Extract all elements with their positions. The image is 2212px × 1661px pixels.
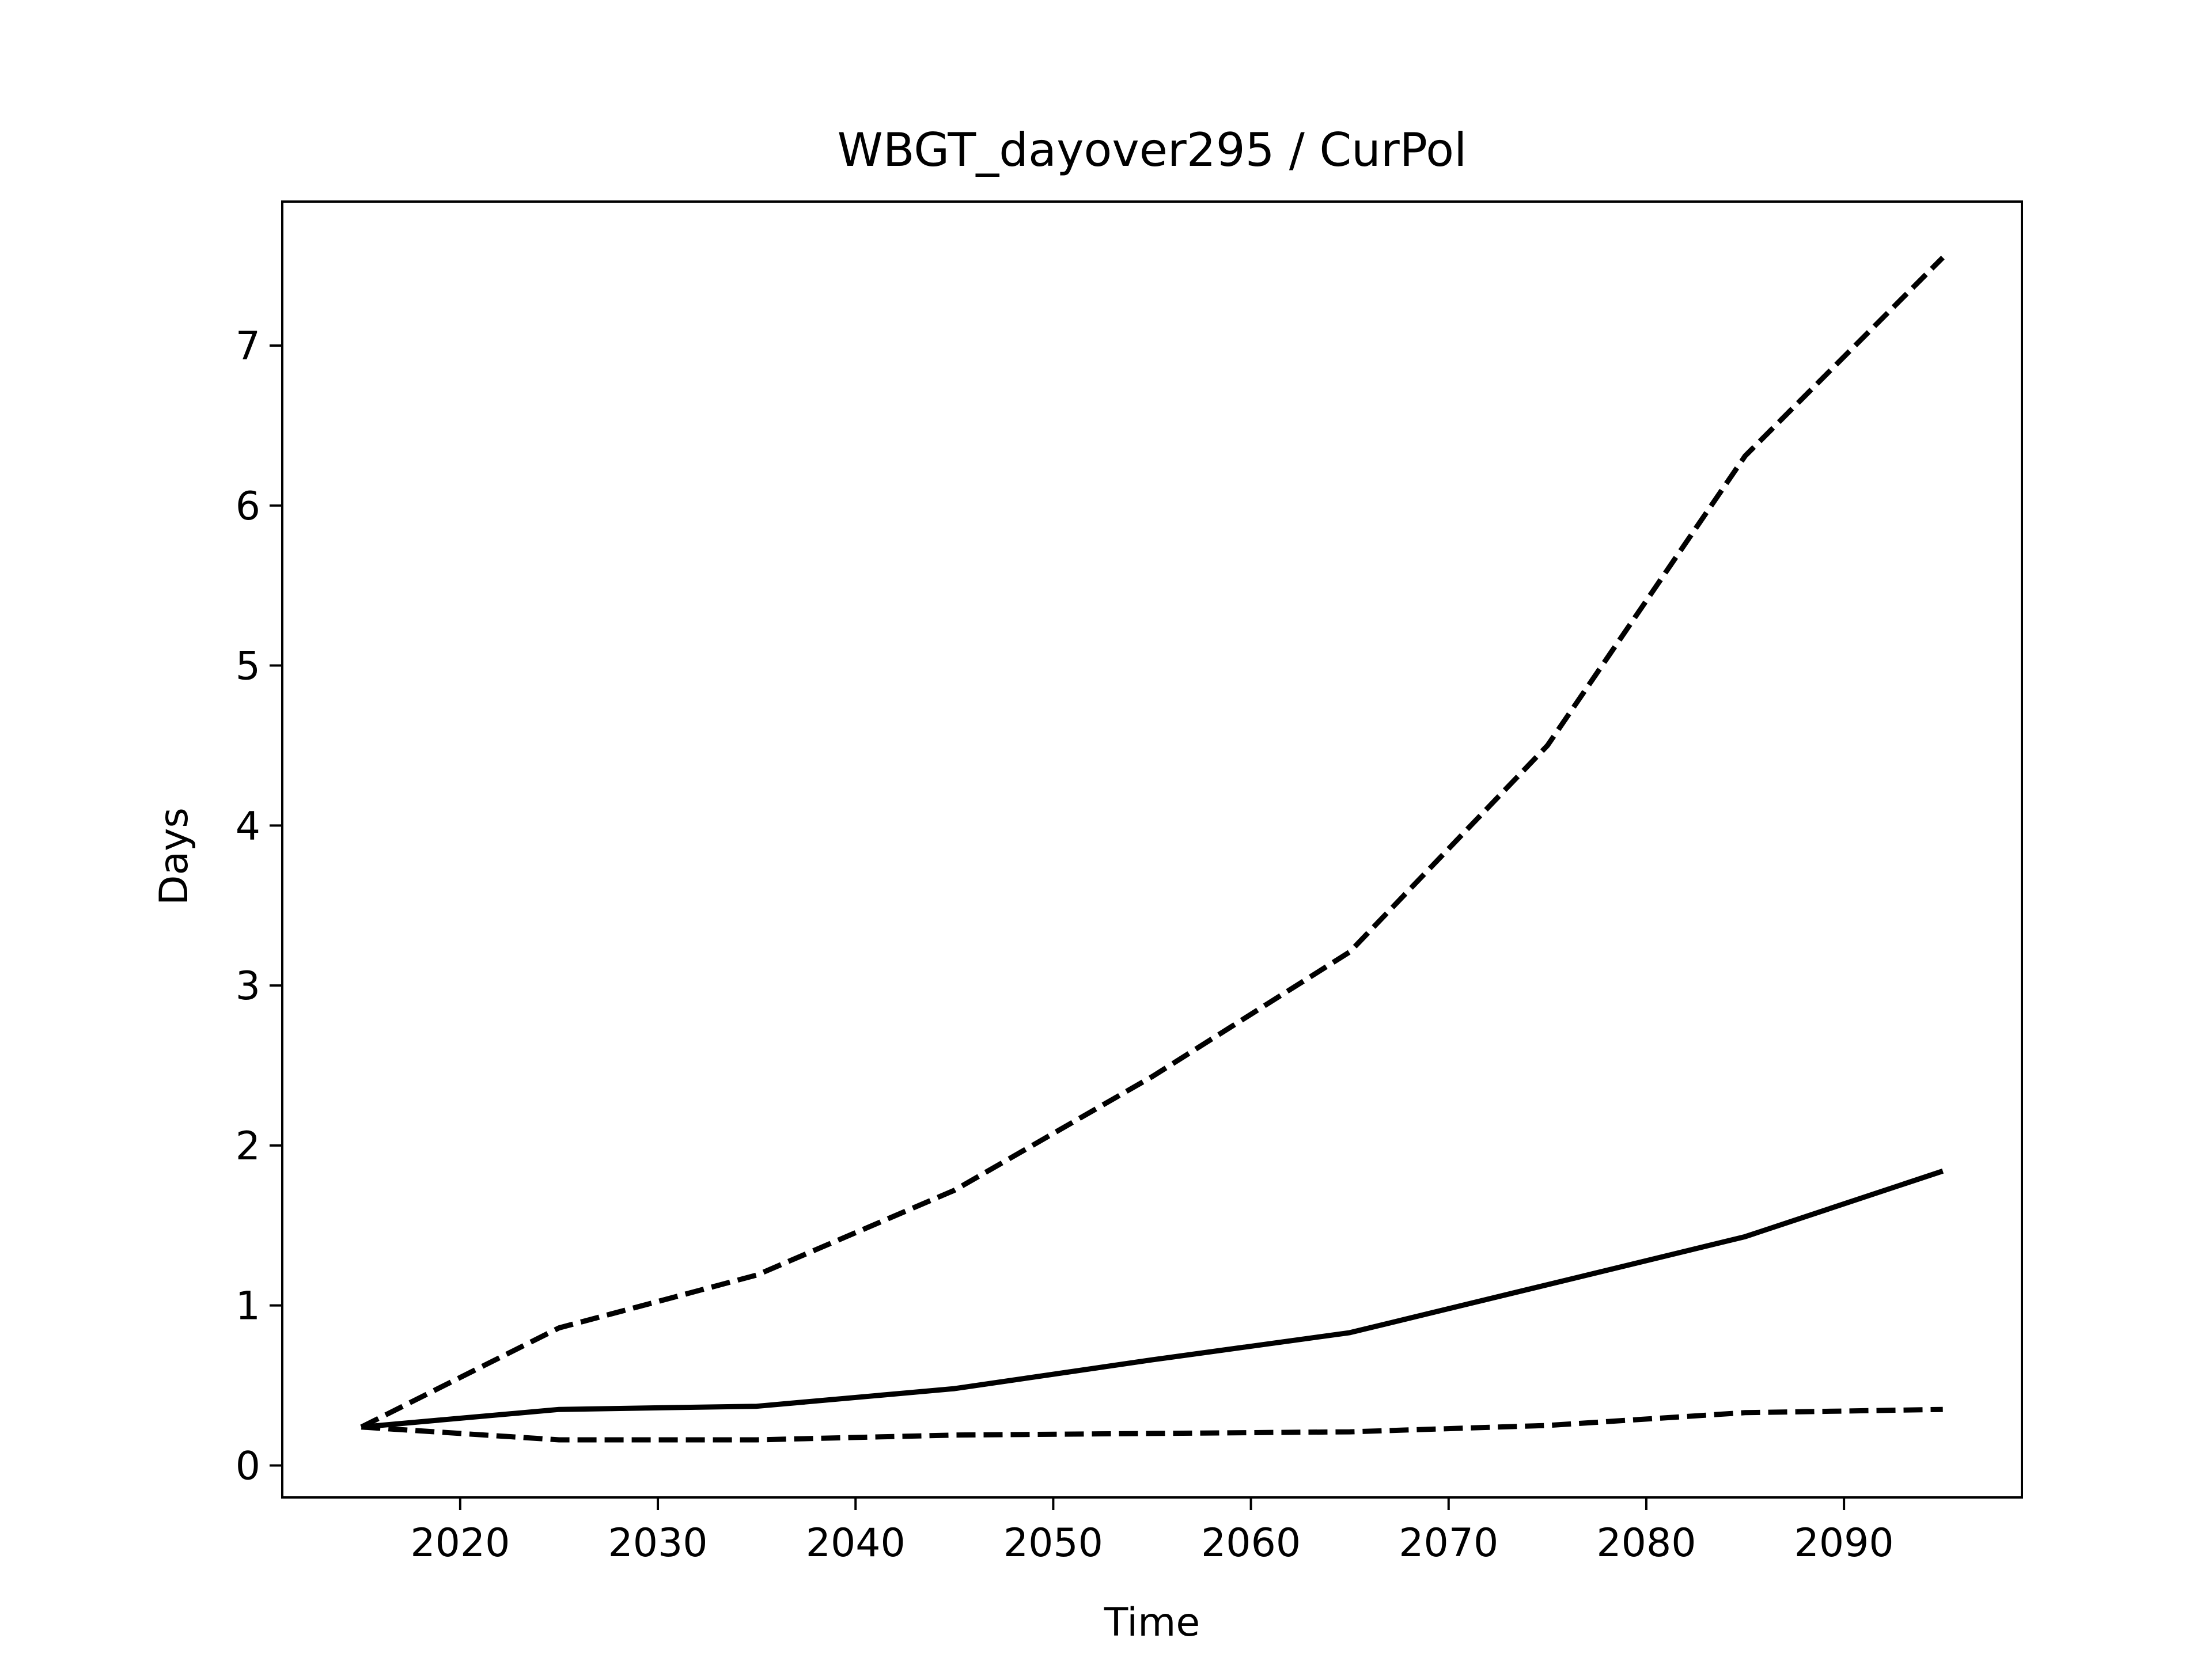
x-tick-label: 2080: [1596, 1520, 1696, 1566]
y-tick-label: 1: [236, 1284, 260, 1329]
y-tick-label: 7: [236, 324, 260, 369]
x-tick-label: 2020: [410, 1520, 510, 1566]
series-line-1-dashed: [360, 256, 1945, 1429]
y-tick-label: 5: [236, 644, 260, 689]
x-tick-label: 2090: [1794, 1520, 1894, 1566]
y-tick-label: 4: [236, 803, 260, 849]
x-tick-label: 2050: [1003, 1520, 1103, 1566]
x-tick-label: 2030: [608, 1520, 708, 1566]
plot-frame: [281, 200, 2023, 1499]
series-line-2-solid: [361, 1169, 1944, 1430]
series-line-3-dashed: [361, 1406, 1943, 1443]
plot-area: [282, 202, 2022, 1497]
y-tick-label: 2: [236, 1124, 260, 1169]
series-layer: [360, 256, 1945, 1443]
y-tick-label: 3: [236, 964, 260, 1009]
x-tick-label: 2040: [806, 1520, 906, 1566]
y-axis-label: Days: [151, 807, 197, 905]
x-tick-label: 2070: [1399, 1520, 1498, 1566]
x-axis: 2020 2030 2040 2050 2060 2070 2080 2090: [410, 1497, 1894, 1566]
chart-title: WBGT_dayover295 / CurPol: [838, 123, 1467, 177]
x-axis-label: Time: [1104, 1600, 1200, 1645]
y-tick-label: 6: [236, 484, 260, 529]
y-axis: 0 1 2 3 4 5 6 7: [236, 324, 282, 1489]
y-tick-label: 0: [236, 1443, 260, 1489]
x-tick-label: 2060: [1201, 1520, 1301, 1566]
